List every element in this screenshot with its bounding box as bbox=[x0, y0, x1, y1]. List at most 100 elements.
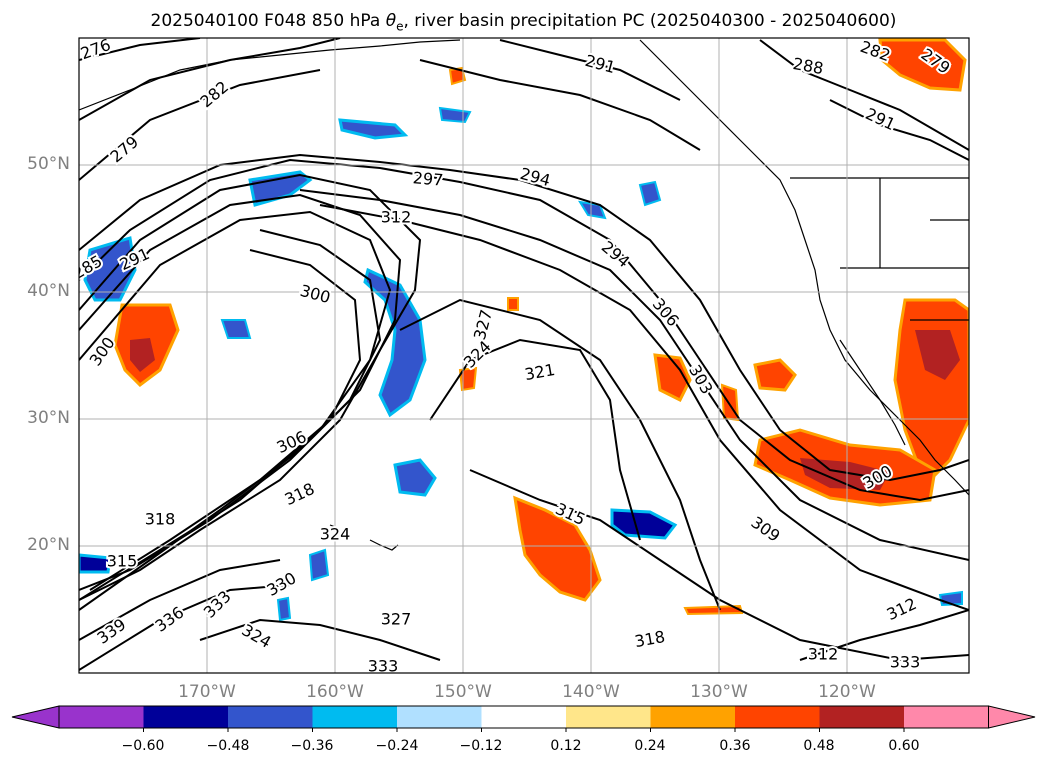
coastline-north-america bbox=[639, 39, 969, 496]
contour-label: 300 bbox=[298, 281, 332, 307]
coastline-baja bbox=[839, 339, 906, 446]
contour-line bbox=[79, 559, 281, 641]
colorbar-segment bbox=[650, 706, 735, 728]
colorbar-tick-label: −0.60 bbox=[121, 738, 165, 754]
colorbar-segment bbox=[312, 706, 397, 728]
contour-label: 300 bbox=[86, 333, 119, 369]
contour-line bbox=[79, 229, 382, 591]
contour-line bbox=[79, 69, 321, 181]
gridlines bbox=[79, 38, 969, 673]
contour-label: 297 bbox=[412, 168, 444, 190]
colorbar-extend-low bbox=[11, 705, 60, 729]
colorbar-segment bbox=[735, 706, 820, 728]
precip-patch-neg bbox=[363, 267, 427, 418]
hawaii-islands bbox=[329, 524, 399, 551]
precip-patch-neg bbox=[220, 319, 252, 339]
contour-line bbox=[399, 298, 721, 611]
contour-label: 312 bbox=[381, 208, 412, 227]
contour-line bbox=[429, 338, 641, 541]
contour-line bbox=[299, 189, 969, 561]
plot-frame bbox=[78, 37, 970, 674]
lat-label: 40°N bbox=[27, 281, 70, 301]
contour-label: 279 bbox=[107, 132, 143, 166]
theta-e-contours bbox=[79, 38, 969, 671]
precip-patches bbox=[79, 38, 969, 622]
lat-label: 50°N bbox=[27, 154, 70, 174]
contour-label: 318 bbox=[282, 479, 318, 509]
precip-patch-neg bbox=[308, 548, 330, 582]
contour-label: 309 bbox=[748, 513, 784, 546]
colorbar-segment bbox=[904, 706, 989, 728]
contour-line bbox=[79, 38, 201, 61]
colorbar-tick-label: 0.60 bbox=[888, 738, 920, 754]
contour-label: 312 bbox=[884, 594, 920, 624]
precip-patch-pos bbox=[653, 353, 692, 403]
lat-label: 20°N bbox=[27, 535, 70, 555]
precip-patch-pos bbox=[915, 330, 960, 380]
contour-line bbox=[79, 193, 402, 611]
colorbar-segment bbox=[228, 706, 313, 728]
contour-label: 333 bbox=[200, 587, 235, 622]
lon-label: 140°W bbox=[562, 682, 620, 702]
lon-label: 130°W bbox=[690, 682, 748, 702]
contour-label: 330 bbox=[264, 568, 300, 600]
precip-patch-neg bbox=[79, 553, 112, 574]
precip-patch-pos bbox=[753, 358, 797, 392]
contour-label: 288 bbox=[791, 54, 824, 78]
colorbar-tick-label: −0.24 bbox=[375, 738, 419, 754]
contour-line bbox=[499, 39, 681, 101]
contour-line bbox=[79, 158, 969, 502]
lon-label: 120°W bbox=[818, 682, 876, 702]
contour-label: 294 bbox=[518, 164, 552, 190]
colorbar-segment bbox=[481, 706, 566, 728]
precip-patch-pos bbox=[458, 366, 478, 392]
colorbar-tick-label: 0.36 bbox=[719, 738, 751, 754]
contour-label: 315 bbox=[107, 552, 138, 571]
precip-patch-pos bbox=[878, 38, 967, 92]
colorbar-tick-label: −0.36 bbox=[290, 738, 334, 754]
contour-label: 312 bbox=[808, 645, 839, 664]
precip-patch-neg bbox=[338, 118, 409, 140]
contour-line bbox=[89, 249, 362, 591]
contour-label: 327 bbox=[470, 308, 496, 342]
precip-patch-pos bbox=[800, 458, 890, 490]
precip-patch-pos bbox=[683, 604, 744, 616]
contour-line bbox=[79, 38, 341, 121]
colorbar-tick-label: −0.48 bbox=[206, 738, 250, 754]
precip-patch-neg bbox=[578, 200, 607, 220]
lon-label: 160°W bbox=[306, 682, 364, 702]
precip-patch-neg bbox=[438, 106, 472, 124]
colorbar-outline bbox=[58, 705, 989, 729]
precip-patch-neg bbox=[393, 458, 437, 497]
contour-line bbox=[759, 39, 969, 151]
contour-line bbox=[199, 618, 441, 661]
precip-patch-neg bbox=[83, 236, 137, 302]
lon-label: 170°W bbox=[178, 682, 236, 702]
contour-label: 318 bbox=[145, 510, 176, 529]
precip-patch-neg bbox=[276, 596, 292, 622]
state-borders bbox=[790, 177, 969, 321]
contour-line bbox=[79, 173, 422, 601]
precip-patch-pos bbox=[507, 297, 519, 311]
contour-line bbox=[79, 153, 969, 482]
colorbar-tick-label: 0.12 bbox=[550, 738, 582, 754]
contour-label: 336 bbox=[151, 603, 187, 636]
contour-line bbox=[419, 59, 701, 151]
coastline-alaska bbox=[79, 39, 461, 111]
contour-label: 333 bbox=[368, 657, 399, 676]
contour-label: 318 bbox=[633, 627, 666, 651]
colorbar-segment bbox=[566, 706, 651, 728]
contour-label: 276 bbox=[78, 35, 113, 63]
contour-line bbox=[829, 99, 969, 161]
precip-patch-pos bbox=[130, 338, 155, 372]
precip-patch-neg bbox=[610, 508, 678, 540]
precip-patch-neg bbox=[638, 180, 662, 207]
colorbar-segment bbox=[143, 706, 228, 728]
colorbar-tick-label: 0.24 bbox=[634, 738, 666, 754]
precip-patch-pos bbox=[513, 495, 602, 602]
colorbar-extend-high bbox=[988, 705, 1036, 729]
lat-label: 30°N bbox=[27, 408, 70, 428]
colorbar-tick-label: 0.48 bbox=[803, 738, 835, 754]
contour-label: 327 bbox=[381, 610, 412, 629]
